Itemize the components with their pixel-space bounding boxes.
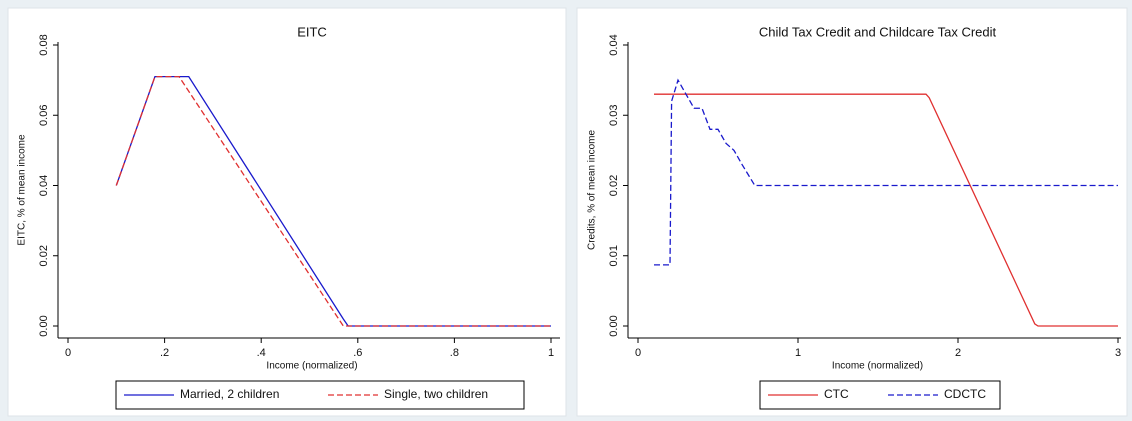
x-tick-label: 0	[635, 347, 641, 359]
y-tick-label: 0.02	[38, 245, 50, 266]
y-tick-label: 0.03	[608, 105, 620, 126]
legend-label: CTC	[824, 387, 849, 401]
x-tick-label: 2	[955, 347, 961, 359]
y-axis-title: EITC, % of mean income	[17, 134, 28, 246]
y-tick-label: 0.00	[608, 315, 620, 336]
x-tick-label: .6	[353, 347, 362, 359]
x-tick-label: .8	[450, 347, 459, 359]
series-line	[654, 93, 1118, 327]
x-tick-label: 1	[795, 347, 801, 359]
legend-label: Married, 2 children	[180, 387, 279, 401]
panel	[576, 7, 1128, 417]
x-tick-label: 1	[548, 347, 554, 359]
y-tick-label: 0.04	[38, 175, 50, 196]
x-tick-label: .2	[160, 347, 169, 359]
y-tick-label: 0.08	[38, 34, 50, 55]
x-tick-label: .4	[257, 347, 266, 359]
legend-label: Single, two children	[384, 387, 488, 401]
chart-title: Child Tax Credit and Childcare Tax Credi…	[759, 24, 997, 39]
legend-label: CDCTC	[944, 387, 986, 401]
y-tick-label: 0.06	[38, 105, 50, 126]
legend	[115, 380, 525, 410]
chart-title: EITC	[297, 24, 327, 39]
series-line	[654, 78, 1118, 266]
y-tick-label: 0.00	[38, 315, 50, 336]
series-line	[115, 75, 551, 327]
panel	[7, 7, 567, 417]
x-axis-title: Income (normalized)	[266, 361, 357, 372]
y-axis-title: Credits, % of mean income	[587, 130, 598, 250]
y-tick-label: 0.02	[608, 175, 620, 196]
x-tick-label: 0	[65, 347, 71, 359]
y-tick-label: 0.04	[608, 34, 620, 55]
series-line	[115, 75, 551, 327]
x-axis-title: Income (normalized)	[832, 361, 923, 372]
x-tick-label: 3	[1115, 347, 1121, 359]
y-tick-label: 0.01	[608, 245, 620, 266]
